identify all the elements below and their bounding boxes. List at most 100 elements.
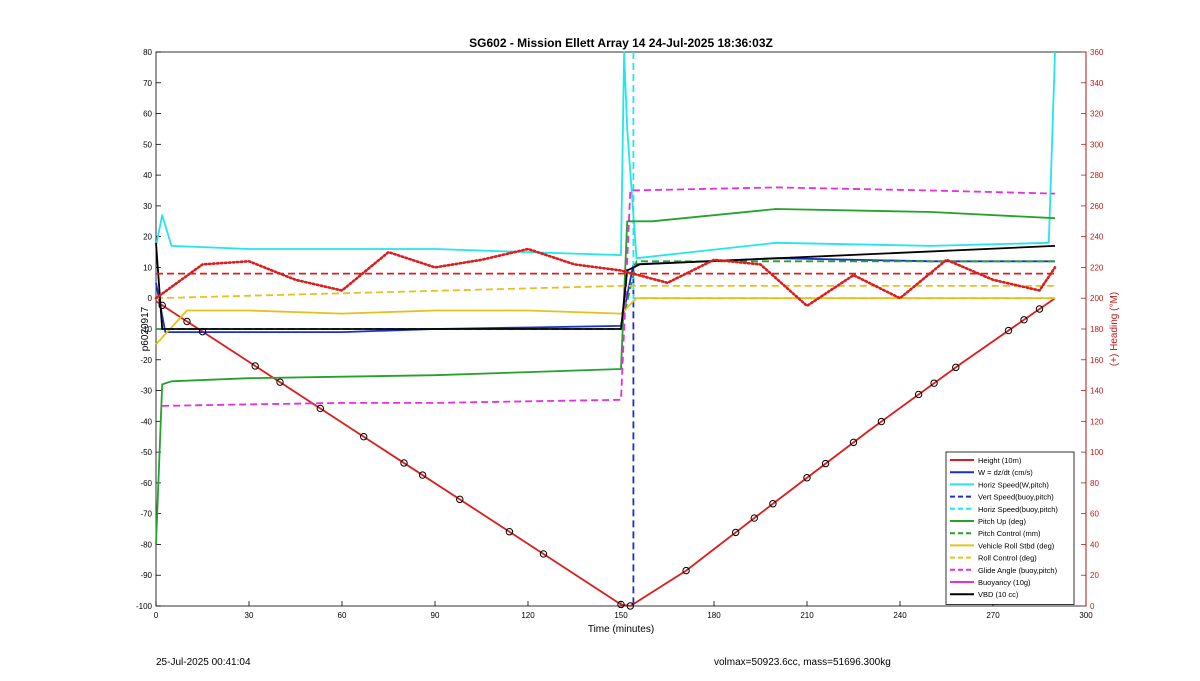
x-tick-label: 60 <box>338 611 347 620</box>
legend-entry-label: Horiz Speed(buoy,pitch) <box>978 505 1058 514</box>
height-marker <box>316 404 324 413</box>
legend-entry-label: Glide Angle (buoy,pitch) <box>978 566 1058 575</box>
y-tick-label: 30 <box>143 202 152 211</box>
x-tick-label: 270 <box>986 611 1000 620</box>
legend-entry-label: Buoyancy (10g) <box>978 578 1031 587</box>
chart-title: SG602 - Mission Ellett Array 14 24-Jul-2… <box>469 36 773 50</box>
legend-entry-label: Horiz Speed(W,pitch) <box>978 480 1049 489</box>
legend-entry-label: Height (10m) <box>978 456 1022 465</box>
y-tick-label: 20 <box>143 233 152 242</box>
y-tick-label: 10 <box>143 263 152 272</box>
height-marker <box>626 602 634 610</box>
y2-axis-label: (+) Heading (°M) <box>1109 292 1120 366</box>
y2-tick-label: 140 <box>1090 387 1104 396</box>
y-tick-label: -90 <box>140 571 152 580</box>
y2-tick-label: 60 <box>1090 510 1099 519</box>
legend-entry-label: Pitch Control (mm) <box>978 529 1041 538</box>
y2-tick-label: 160 <box>1090 356 1104 365</box>
y2-tick-label: 340 <box>1090 79 1104 88</box>
height-marker <box>769 500 777 508</box>
height-marker <box>750 514 758 522</box>
legend-entry-label: Vert Speed(buoy,pitch) <box>978 493 1054 502</box>
y-tick-label: 70 <box>143 79 152 88</box>
height-marker <box>158 301 166 310</box>
series-line-heading <box>154 247 1057 308</box>
y2-tick-label: 260 <box>1090 202 1104 211</box>
y-axis-label: p6020917 <box>140 306 151 351</box>
y-tick-label: 80 <box>143 48 152 57</box>
legend-entry-label: Vehicle Roll Stbd (deg) <box>978 541 1055 550</box>
height-marker <box>183 317 191 326</box>
footer-timestamp: 25-Jul-2025 00:41:04 <box>156 657 251 668</box>
height-marker <box>930 379 938 387</box>
series-line-roll-control-deg <box>155 284 1055 300</box>
height-marker <box>198 327 207 336</box>
height-marker <box>682 566 690 575</box>
y2-tick-label: 20 <box>1090 571 1099 580</box>
y2-tick-label: 100 <box>1090 448 1104 457</box>
legend-entry-label: Roll Control (deg) <box>978 554 1037 563</box>
height-marker <box>877 417 886 426</box>
height-marker <box>821 459 830 468</box>
y-tick-label: -60 <box>140 479 152 488</box>
height-marker <box>1020 316 1028 324</box>
x-tick-label: 120 <box>521 611 535 620</box>
y2-tick-label: 180 <box>1090 325 1104 334</box>
series-line-horiz-speed-buoy-pitch <box>632 52 1055 300</box>
height-marker <box>1004 326 1013 335</box>
height-marker <box>418 471 427 479</box>
y-tick-label: -70 <box>140 510 152 519</box>
height-marker <box>276 378 284 386</box>
height-marker <box>952 363 960 372</box>
y2-tick-label: 300 <box>1090 140 1104 149</box>
y2-tick-label: 80 <box>1090 479 1099 488</box>
y-tick-label: -80 <box>140 540 152 549</box>
y-tick-label: -40 <box>140 417 152 426</box>
x-tick-label: 0 <box>154 611 159 620</box>
y-tick-label: -20 <box>140 356 152 365</box>
height-marker <box>400 459 408 467</box>
height-marker <box>539 550 548 558</box>
height-marker <box>251 362 259 370</box>
height-marker <box>803 474 811 482</box>
y2-tick-label: 240 <box>1090 233 1104 242</box>
height-marker <box>456 495 464 504</box>
height-marker <box>617 600 625 609</box>
y-tick-label: -10 <box>140 325 152 334</box>
y-tick-label: -100 <box>136 602 153 611</box>
y-tick-label: 40 <box>143 171 152 180</box>
legend-entry-label: W = dz/dt (cm/s) <box>978 468 1033 477</box>
x-tick-label: 240 <box>893 611 907 620</box>
height-marker <box>360 433 368 441</box>
x-tick-label: 210 <box>800 611 814 620</box>
series-line-height-10m <box>155 297 1056 607</box>
legend-box <box>945 451 1075 605</box>
height-marker <box>732 528 740 537</box>
y2-tick-label: 360 <box>1090 48 1104 57</box>
y2-tick-label: 320 <box>1090 110 1104 119</box>
height-marker <box>849 438 858 447</box>
series-line-pitch-up-deg <box>155 208 1056 545</box>
x-axis-label: Time (minutes) <box>588 624 654 635</box>
series-line-horiz-speed-w-pitch <box>155 51 1056 260</box>
y2-tick-label: 40 <box>1090 540 1099 549</box>
y-tick-label: -30 <box>140 387 152 396</box>
y2-tick-label: 220 <box>1090 263 1104 272</box>
y-tick-label: 50 <box>143 140 152 149</box>
x-tick-label: 180 <box>707 611 721 620</box>
height-marker <box>914 390 923 399</box>
x-tick-label: 300 <box>1079 611 1093 620</box>
legend-entry-label: VBD (10 cc) <box>978 590 1019 599</box>
y-tick-label: 0 <box>148 294 153 303</box>
x-tick-label: 30 <box>245 611 254 620</box>
y2-tick-label: 200 <box>1090 294 1104 303</box>
height-marker <box>1035 305 1044 313</box>
series-line-w-dz-dt-cm-s <box>155 257 1055 334</box>
y2-tick-label: 120 <box>1090 417 1104 426</box>
x-tick-label: 90 <box>431 611 440 620</box>
y-tick-label: -50 <box>140 448 152 457</box>
series-line-glide-angle-buoy-pitch <box>162 186 1056 407</box>
footer-vehicle-info: volmax=50923.6cc, mass=51696.300kg <box>714 657 891 668</box>
y-tick-label: 60 <box>143 110 152 119</box>
